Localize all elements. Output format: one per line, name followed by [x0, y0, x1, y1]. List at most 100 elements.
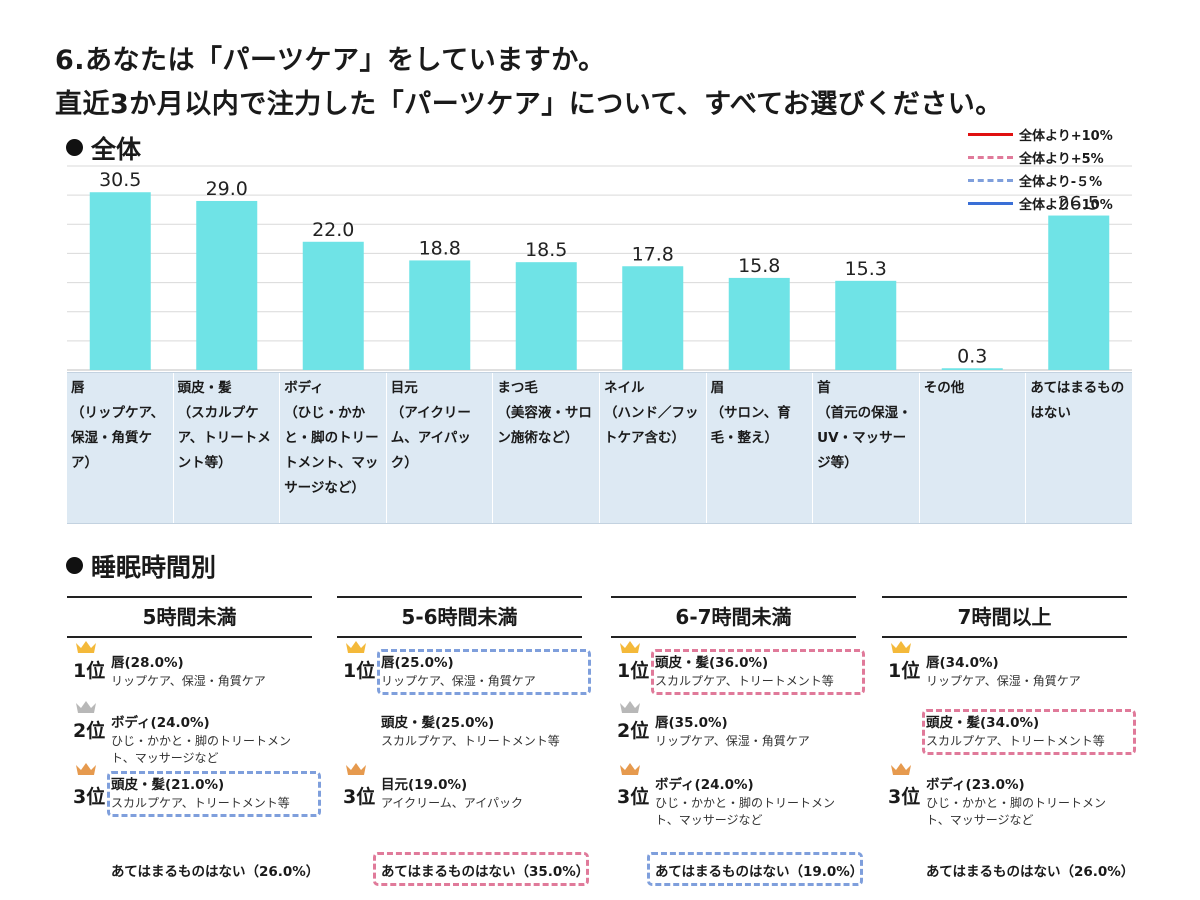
- rank-body: 唇(34.0%) リップケア、保湿・角質ケア: [926, 654, 1081, 690]
- bar-7: [728, 277, 790, 370]
- highlight-box: [377, 649, 591, 695]
- rank-item-detail: ト、マッサージなど: [111, 751, 219, 765]
- category-name: 眉: [710, 380, 725, 396]
- rank-item-name: 目元(19.0%): [381, 777, 468, 793]
- category-cell: ボディ （ひじ・かかと・脚のトリートメント、マッサージなど）: [279, 373, 386, 523]
- rank-item-name: 頭皮・髪(34.0%): [926, 715, 1040, 731]
- legend-label: 全体より−10%: [1019, 198, 1113, 213]
- none-option: あてはまるものはない（26.0%）: [926, 864, 1135, 880]
- section-heading-sleep: 睡眠時間別: [66, 548, 216, 584]
- rank-item-name: 頭皮・髪(36.0%): [655, 655, 769, 671]
- rank-item-detail: ト、マッサージなど: [926, 813, 1034, 827]
- data-label-1: 30.5: [99, 169, 141, 191]
- section-heading-overall: 全体: [66, 130, 141, 166]
- crown-icon: [76, 701, 96, 713]
- rank-number: 3位: [343, 786, 376, 808]
- rank-item-name: ボディ(24.0%): [655, 777, 754, 793]
- rank-item-name: 頭皮・髪(25.0%): [381, 715, 495, 731]
- category-detail: （リップケア、保湿・角質ケア）: [71, 405, 165, 471]
- bar-4: [409, 260, 471, 370]
- legend-item: 全体より-５%: [968, 169, 1113, 192]
- crown-icon: [76, 641, 96, 653]
- highlight-box: [107, 771, 321, 817]
- sleep-group-title: 7時間以上: [882, 596, 1127, 638]
- rank-item-name: 頭皮・髪(21.0%): [111, 777, 225, 793]
- rank-item-name: 唇(35.0%): [655, 715, 728, 731]
- crown-icon: [346, 763, 366, 775]
- rank-body: ボディ(23.0%) ひじ・かかと・脚のトリートメン ト、マッサージなど: [926, 776, 1106, 829]
- legend-label: 全体より-５%: [1019, 175, 1103, 190]
- category-detail: （スカルプケア、トリートメント等）: [177, 405, 271, 471]
- rank-number: 1位: [617, 660, 650, 682]
- crown-icon: [620, 701, 640, 713]
- rank-body: ボディ(24.0%) ひじ・かかと・脚のトリートメン ト、マッサージなど: [655, 776, 835, 829]
- data-label-6: 17.8: [632, 243, 674, 265]
- sleep-group-title: 6-7時間未満: [611, 596, 856, 638]
- rank-body: 目元(19.0%) アイクリーム、アイパック: [381, 776, 523, 812]
- rank-item-detail: ト、マッサージなど: [655, 813, 763, 827]
- bar-8: [835, 280, 897, 370]
- bar-9: [941, 368, 1003, 370]
- sleep-group-3: 6-7時間未満 1位 頭皮・髪(36.0%) スカルプケア、トリートメント等 2位 唇(3…: [611, 596, 865, 886]
- legend-line-icon: [968, 179, 1013, 182]
- rank-item-detail: スカルプケア、トリートメント等: [381, 734, 560, 748]
- rank-item-name: ボディ(23.0%): [926, 777, 1025, 793]
- sleep-group-1: 5時間未満 1位 唇(28.0%) リップケア、保湿・角質ケア 2位 ボディ(24.0%)…: [67, 596, 321, 880]
- none-option: あてはまるものはない（35.0%）: [381, 864, 590, 880]
- highlight-box: [922, 709, 1136, 755]
- data-label-3: 22.0: [312, 219, 354, 241]
- category-cell: ネイル （ハンド／フットケア含む）: [598, 373, 706, 523]
- sleep-group-2: 5-6時間未満 1位 唇(25.0%) リップケア、保湿・角質ケア 頭皮・髪(25.0%…: [337, 596, 591, 886]
- category-cell: まつ毛 （美容液・サロン施術など）: [492, 373, 599, 523]
- rank-number: 1位: [343, 660, 376, 682]
- data-label-10: 26.5: [1058, 193, 1100, 215]
- highlight-box: [651, 649, 865, 695]
- crown-icon: [620, 763, 640, 775]
- category-name: 目元: [390, 380, 418, 396]
- category-cell: その他: [918, 373, 1026, 523]
- bar-5: [515, 262, 577, 370]
- category-detail: （ひじ・かかと・脚のトリートメント、マッサージなど）: [284, 405, 379, 496]
- crown-icon: [346, 641, 366, 653]
- category-name: あてはまるものはない: [1030, 380, 1125, 421]
- category-detail: （サロン、育毛・整え）: [710, 405, 791, 446]
- bar-2: [196, 200, 258, 370]
- rank-body: 頭皮・髪(25.0%) スカルプケア、トリートメント等: [381, 714, 560, 750]
- data-label-2: 29.0: [206, 178, 248, 200]
- category-name: 頭皮・髪: [177, 380, 232, 396]
- data-label-8: 15.3: [845, 258, 887, 280]
- rank-item-detail: リップケア、保湿・角質ケア: [111, 674, 266, 688]
- category-name: 首: [817, 380, 831, 396]
- rank-item-name: 唇(28.0%): [111, 655, 184, 671]
- rank-number: 3位: [888, 786, 921, 808]
- rank-number: 1位: [888, 660, 921, 682]
- legend-label: 全体より+5%: [1019, 152, 1104, 167]
- crown-icon: [891, 763, 911, 775]
- rank-item-detail: スカルプケア、トリートメント等: [926, 734, 1105, 748]
- crown-icon: [891, 641, 911, 653]
- page-title-line1: 6.あなたは「パーツケア」をしていますか。: [55, 45, 606, 76]
- category-name: ネイル: [603, 380, 645, 396]
- rank-number: 2位: [617, 720, 650, 742]
- bullet-icon: [66, 139, 83, 156]
- sleep-group-4: 7時間以上 1位 唇(34.0%) リップケア、保湿・角質ケア頭皮・髪(34.0%) ス…: [882, 596, 1136, 880]
- rank-body: 唇(35.0%) リップケア、保湿・角質ケア: [655, 714, 810, 750]
- category-label-table: 唇（リップケア、保湿・角質ケア） 頭皮・髪 （スカルプケア、トリートメント等） ボディ…: [67, 372, 1132, 524]
- none-option: あてはまるものはない（19.0%）: [655, 864, 864, 880]
- category-name: ボディ: [284, 380, 324, 396]
- rank-number: 3位: [73, 786, 106, 808]
- overall-bar-chart: 30.5 29.0 22.0 18.8 18.5 17.8 15.8 15.3 0.3 26.5: [67, 165, 1132, 371]
- category-detail: （美容液・サロン施術など）: [497, 405, 592, 446]
- category-name: その他: [923, 380, 965, 396]
- bullet-icon: [66, 557, 83, 574]
- rank-number: 1位: [73, 660, 106, 682]
- data-label-5: 18.5: [525, 239, 567, 261]
- chart-legend: 全体より+10% 全体より+5% 全体より-５% 全体より−10%: [968, 123, 1113, 215]
- rank-item-detail: アイクリーム、アイパック: [381, 796, 523, 810]
- legend-item: 全体より−10%: [968, 192, 1113, 215]
- category-detail: （アイクリーム、アイパック）: [390, 405, 471, 471]
- data-label-4: 18.8: [419, 237, 461, 259]
- bar-1: [89, 192, 151, 370]
- category-cell: 唇 （リップケア、保湿・角質ケア）: [67, 373, 173, 523]
- legend-line-icon: [968, 202, 1013, 205]
